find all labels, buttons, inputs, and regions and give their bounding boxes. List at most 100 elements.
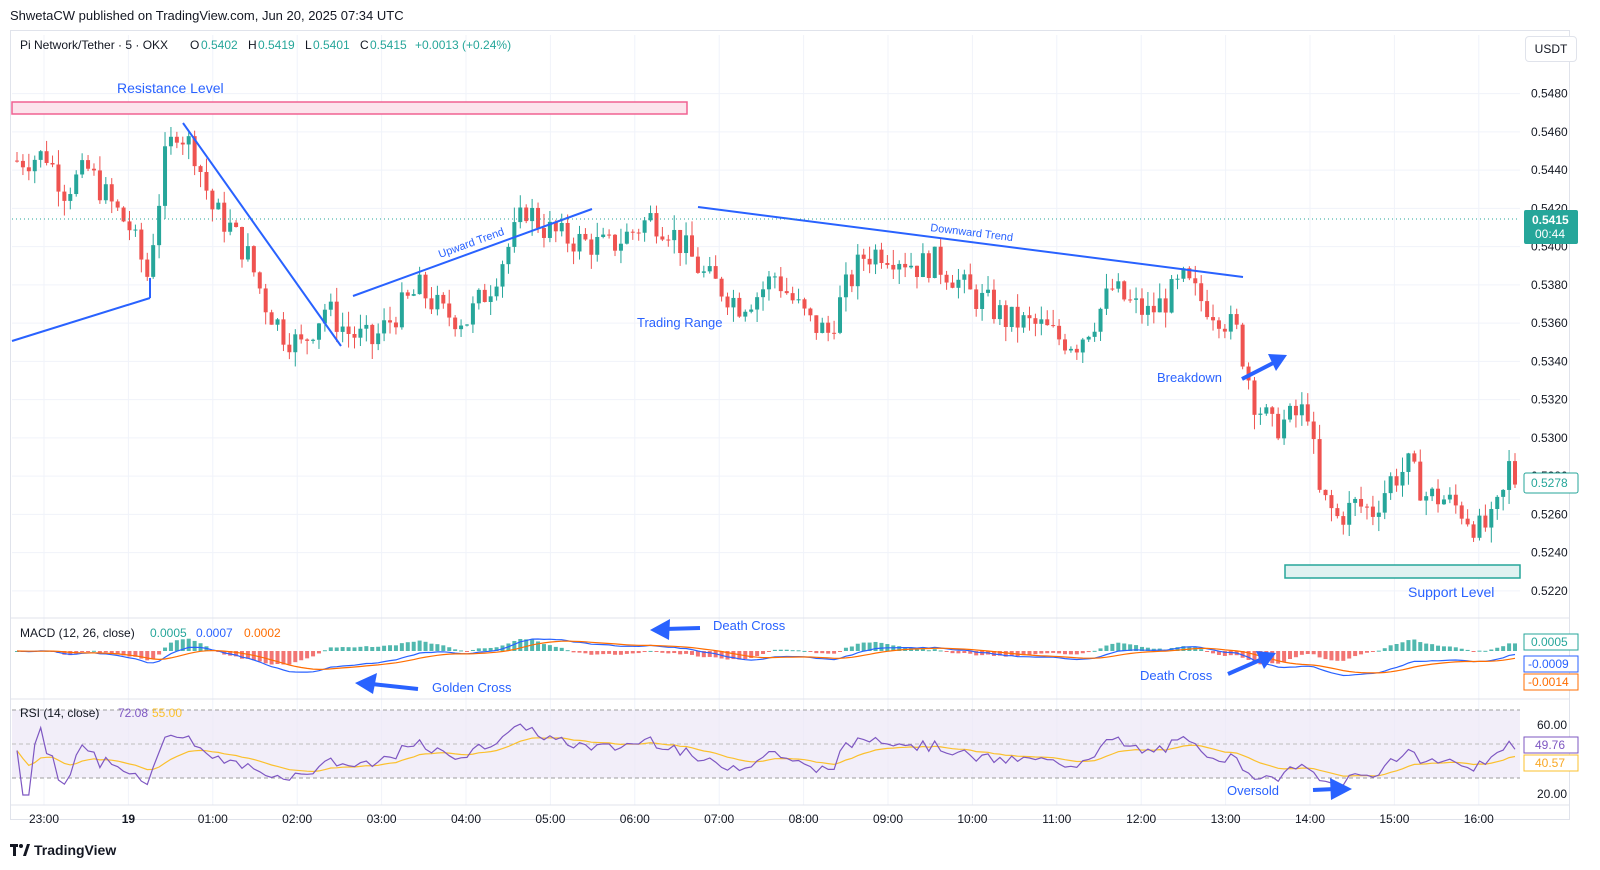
macd-histogram-bar	[80, 651, 85, 652]
candle-body	[447, 303, 452, 318]
macd-histogram-bar	[796, 650, 801, 652]
candle-body	[997, 305, 1002, 320]
candle-body	[547, 221, 552, 238]
candle-body	[944, 274, 949, 283]
open-value: 0.5402	[201, 38, 238, 52]
macd-histogram-bar	[1086, 651, 1091, 653]
candle-body	[707, 266, 712, 272]
macd-histogram-bar	[914, 649, 919, 651]
macd-histogram-bar	[826, 651, 831, 654]
candle-body	[222, 202, 227, 232]
last-price-countdown: 00:44	[1535, 227, 1565, 241]
candle-body	[340, 326, 345, 332]
candle-body	[275, 319, 280, 325]
macd-histogram-bar	[1293, 651, 1298, 658]
macd-histogram-bar	[678, 651, 683, 655]
candle-body	[1406, 453, 1411, 472]
macd-histogram-bar	[1252, 651, 1257, 664]
macd-histogram-bar	[1205, 651, 1210, 652]
macd-histogram-bar	[855, 643, 860, 651]
macd-axis-badge-2	[1523, 655, 1579, 673]
candle-body	[470, 303, 475, 325]
candle-body	[1199, 283, 1204, 302]
candle-body	[1459, 505, 1464, 519]
macd-histogram-bar	[328, 647, 333, 651]
macd-histogram-bar	[1222, 651, 1227, 656]
macd-histogram-bar	[932, 649, 937, 651]
candle-body	[524, 207, 529, 222]
candle-body	[1051, 325, 1056, 327]
macd-histogram-bar	[843, 647, 848, 651]
death-cross-2-arrow-icon	[1227, 651, 1276, 676]
candle-body	[1086, 336, 1091, 340]
macd-histogram-bar	[518, 638, 523, 651]
candle-body	[1045, 319, 1050, 326]
candle-body	[642, 220, 647, 233]
candle-body	[891, 264, 896, 270]
time-tick-label: 16:00	[1464, 812, 1494, 826]
candle-body	[299, 334, 304, 340]
candle-body	[1139, 298, 1144, 315]
macd-histogram-bar	[423, 641, 428, 651]
macd-histogram-bar	[950, 651, 955, 654]
candle-body	[684, 235, 689, 254]
macd-histogram-bar	[761, 651, 766, 654]
macd-histogram-bar	[417, 640, 422, 651]
candle-body	[849, 274, 854, 287]
macd-histogram-bar	[636, 651, 641, 654]
macd-histogram-bar	[234, 651, 239, 657]
macd-histogram-bar	[832, 651, 837, 654]
rsi-axis-label-3: 40.57	[1535, 756, 1565, 770]
candle-body	[263, 288, 268, 313]
candle-body	[168, 136, 173, 147]
candle-body	[1181, 268, 1186, 279]
macd-histogram-bar	[180, 639, 185, 651]
macd-histogram-bar	[778, 649, 783, 651]
macd-histogram-bar	[772, 649, 777, 651]
secondary-price-value: 0.5278	[1531, 476, 1568, 490]
macd-histogram-bar	[689, 651, 694, 655]
macd-histogram-bar	[512, 640, 517, 651]
candle-body	[44, 151, 49, 163]
macd-histogram-bar	[1074, 651, 1079, 655]
candle-body	[772, 276, 777, 278]
tradingview-logo[interactable]: TradingView	[10, 842, 116, 858]
candle-body	[624, 231, 629, 244]
candle-body	[328, 301, 333, 310]
candle-body	[352, 333, 357, 338]
macd-histogram-bar	[1288, 651, 1293, 660]
candle-body	[1270, 407, 1275, 414]
macd-axis-badge-1	[1523, 633, 1579, 651]
candle-body	[32, 159, 37, 172]
macd-histogram-bar	[1003, 651, 1008, 657]
candle-body	[1264, 407, 1269, 414]
candle-body	[97, 170, 102, 201]
macd-histogram-bar	[1063, 651, 1068, 655]
time-tick-label: 06:00	[620, 812, 650, 826]
oversold-arrow-icon	[1312, 778, 1352, 800]
candle-body	[820, 322, 825, 333]
price-tick-label: 0.5440	[1531, 163, 1568, 177]
candle-body	[115, 201, 120, 208]
macd-histogram-bar	[873, 641, 878, 651]
currency-selector[interactable]: USDT	[1525, 36, 1577, 62]
candle-body	[109, 184, 114, 202]
macd-histogram-bar	[1430, 644, 1435, 651]
rsi-line	[16, 723, 1516, 796]
macd-histogram-bar	[1276, 651, 1281, 664]
price-tick-label: 0.5220	[1531, 584, 1568, 598]
candle-body	[1027, 315, 1032, 319]
macd-histogram-bar	[322, 650, 327, 652]
candle-body	[1216, 320, 1221, 329]
candle-body	[1057, 325, 1062, 340]
candle-body	[1477, 515, 1482, 538]
candle-body	[1222, 328, 1227, 332]
last-price-badge	[1524, 210, 1578, 244]
candle-body	[1134, 298, 1139, 300]
publisher-line: ShwetaCW published on TradingView.com, J…	[10, 8, 404, 23]
macd-histogram-bar	[399, 643, 404, 651]
macd-histogram	[15, 638, 1517, 665]
candle-body	[139, 229, 144, 260]
macd-histogram-bar	[382, 645, 387, 651]
